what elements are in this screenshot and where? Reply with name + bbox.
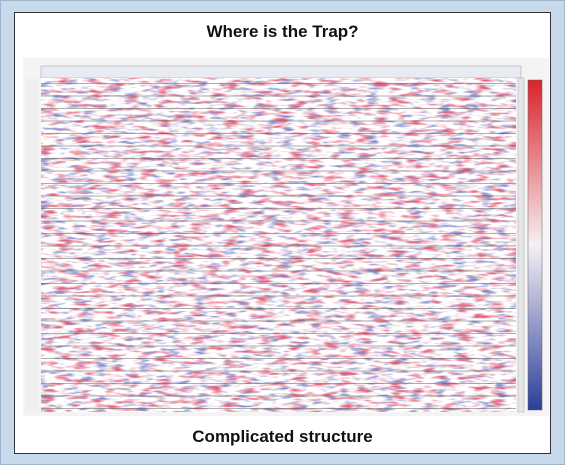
seismic-image [23, 58, 549, 416]
time-axis [25, 78, 39, 412]
trace-header [41, 66, 521, 78]
panel: Where is the Trap? [14, 12, 551, 454]
title: Where is the Trap? [15, 22, 550, 42]
color-bar [528, 80, 542, 410]
slide: Where is the Trap? [0, 0, 565, 465]
timing-lines [41, 78, 516, 412]
scrollbar[interactable] [518, 78, 524, 412]
caption: Complicated structure [15, 427, 550, 447]
